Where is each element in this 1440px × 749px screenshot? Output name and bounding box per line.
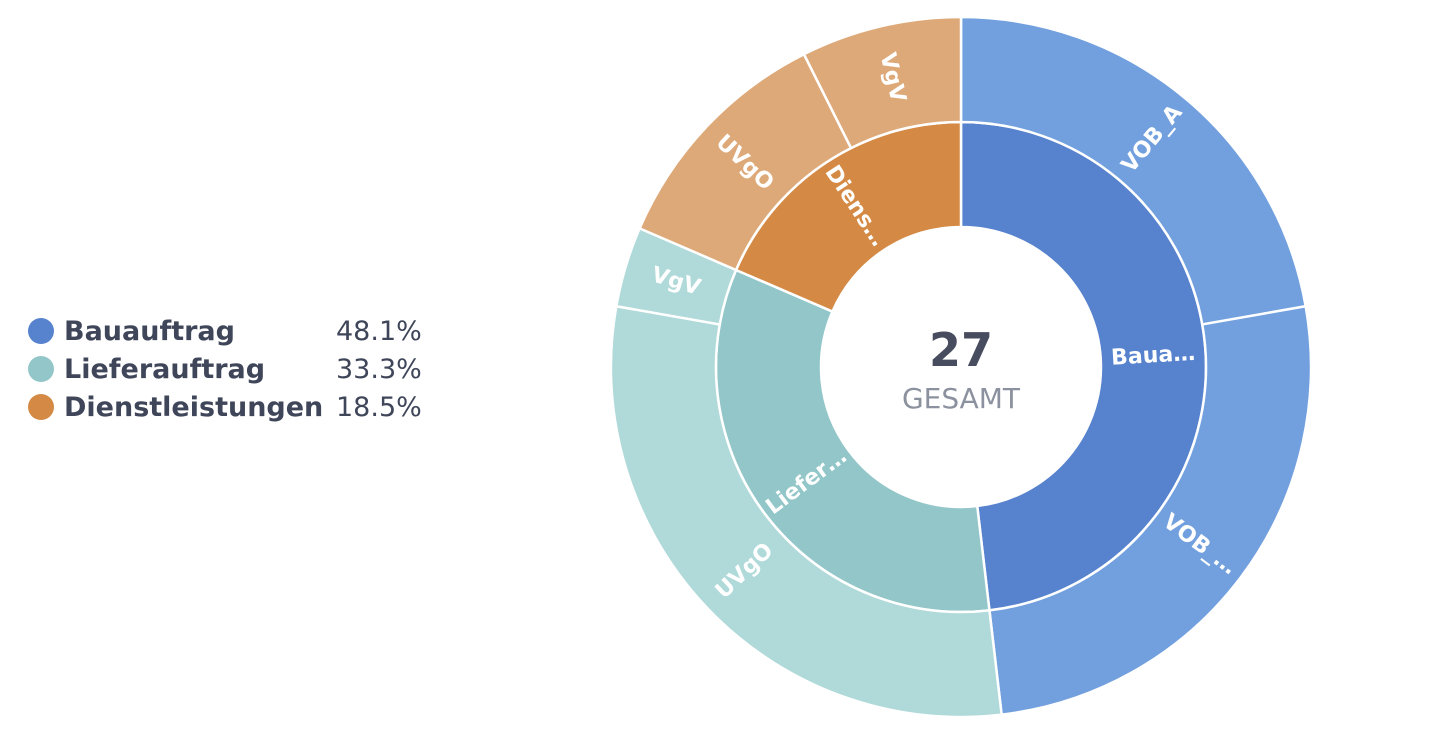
outer-segment-lieferauftrag-uvgo[interactable] xyxy=(609,304,1004,719)
inner-label-bauauftrag: Baua… xyxy=(1110,341,1195,371)
outer-segment-dienstleistungen-vgv[interactable] xyxy=(802,15,963,150)
legend-percent: 33.3% xyxy=(336,353,422,385)
legend-item-dienstleistungen[interactable]: Dienstleistungen 18.5% xyxy=(28,388,422,426)
chart-legend: Bauauftrag 48.1% Lieferauftrag 33.3% Die… xyxy=(28,312,422,426)
legend-percent: 48.1% xyxy=(336,315,422,347)
legend-item-bauauftrag[interactable]: Bauauftrag 48.1% xyxy=(28,312,422,350)
center-caption: GESAMT xyxy=(902,382,1021,415)
legend-swatch-dienstleistungen xyxy=(28,394,54,420)
legend-swatch-bauauftrag xyxy=(28,318,54,344)
center-total: 27 xyxy=(929,323,993,377)
legend-label: Bauauftrag xyxy=(64,315,235,347)
legend-label: Lieferauftrag xyxy=(64,353,266,385)
legend-label: Dienstleistungen xyxy=(64,391,324,423)
outer-segment-bauauftrag-vob[interactable] xyxy=(988,304,1313,717)
legend-percent: 18.5% xyxy=(336,391,422,423)
legend-swatch-lieferauftrag xyxy=(28,356,54,382)
outer-segment-bauauftrag-vob-a[interactable] xyxy=(959,15,1308,326)
legend-item-lieferauftrag[interactable]: Lieferauftrag 33.3% xyxy=(28,350,422,388)
chart-segments xyxy=(609,15,1313,719)
